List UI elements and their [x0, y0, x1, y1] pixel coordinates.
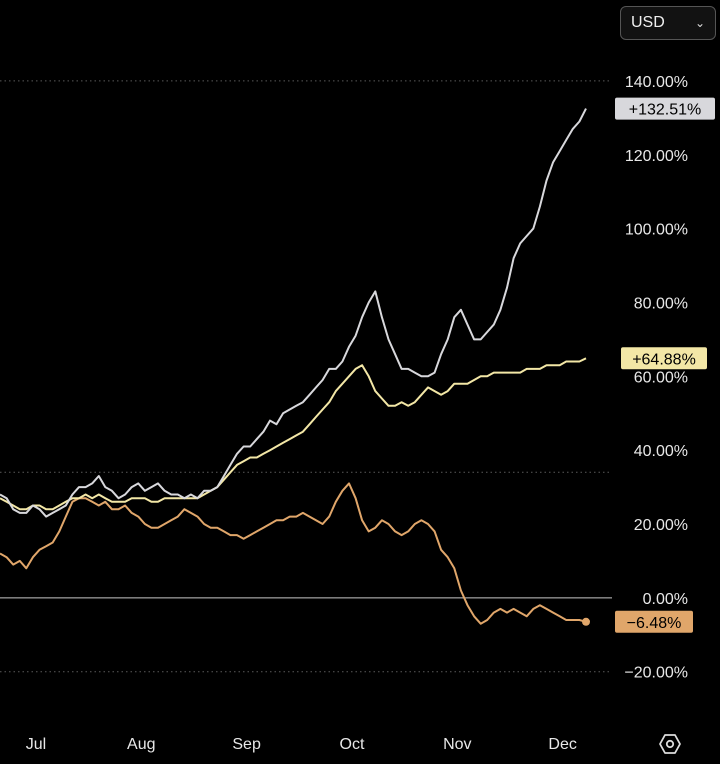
series-line-white — [0, 108, 587, 518]
last-value-badge-yellow: +64.88% — [621, 347, 707, 370]
y-tick-label-top-partial: 140.00% — [625, 74, 688, 91]
x-tick-label: Aug — [127, 736, 155, 753]
series-line-orange — [0, 482, 587, 625]
x-axis-ticks: Jul Aug Sep Oct Nov Dec — [26, 736, 577, 753]
y-axis-ticks: 120.00% 100.00% 80.00% 60.00% 40.00% 20.… — [624, 148, 688, 682]
currency-label: USD — [631, 14, 665, 31]
orange-last-point-marker — [582, 617, 590, 626]
x-tick-label: Sep — [232, 736, 261, 753]
settings-hexagon-icon[interactable] — [658, 732, 682, 756]
last-value-label-white: +132.51% — [629, 102, 702, 119]
x-tick-label: Nov — [443, 736, 471, 753]
y-tick-label: 120.00% — [625, 148, 688, 165]
last-value-label-yellow: +64.88% — [632, 351, 696, 368]
last-value-badge-white: +132.51% — [615, 97, 715, 120]
y-tick-label: 80.00% — [634, 295, 688, 312]
x-tick-label: Oct — [340, 736, 365, 753]
chevron-down-icon: ⌄ — [694, 16, 705, 30]
y-tick-label: 40.00% — [634, 443, 688, 460]
currency-selector[interactable]: USD ⌄ — [620, 6, 716, 40]
y-tick-label: 100.00% — [625, 222, 688, 239]
y-tick-label: −20.00% — [624, 665, 688, 682]
last-value-badge-orange: −6.48% — [615, 610, 693, 633]
series-line-yellow — [0, 357, 587, 511]
y-tick-label: 60.00% — [634, 369, 688, 386]
x-tick-label: Dec — [548, 736, 576, 753]
x-tick-label: Jul — [26, 736, 46, 753]
y-tick-label: 20.00% — [634, 517, 688, 534]
last-value-label-orange: −6.48% — [627, 615, 682, 632]
y-tick-label: 0.00% — [643, 591, 688, 608]
